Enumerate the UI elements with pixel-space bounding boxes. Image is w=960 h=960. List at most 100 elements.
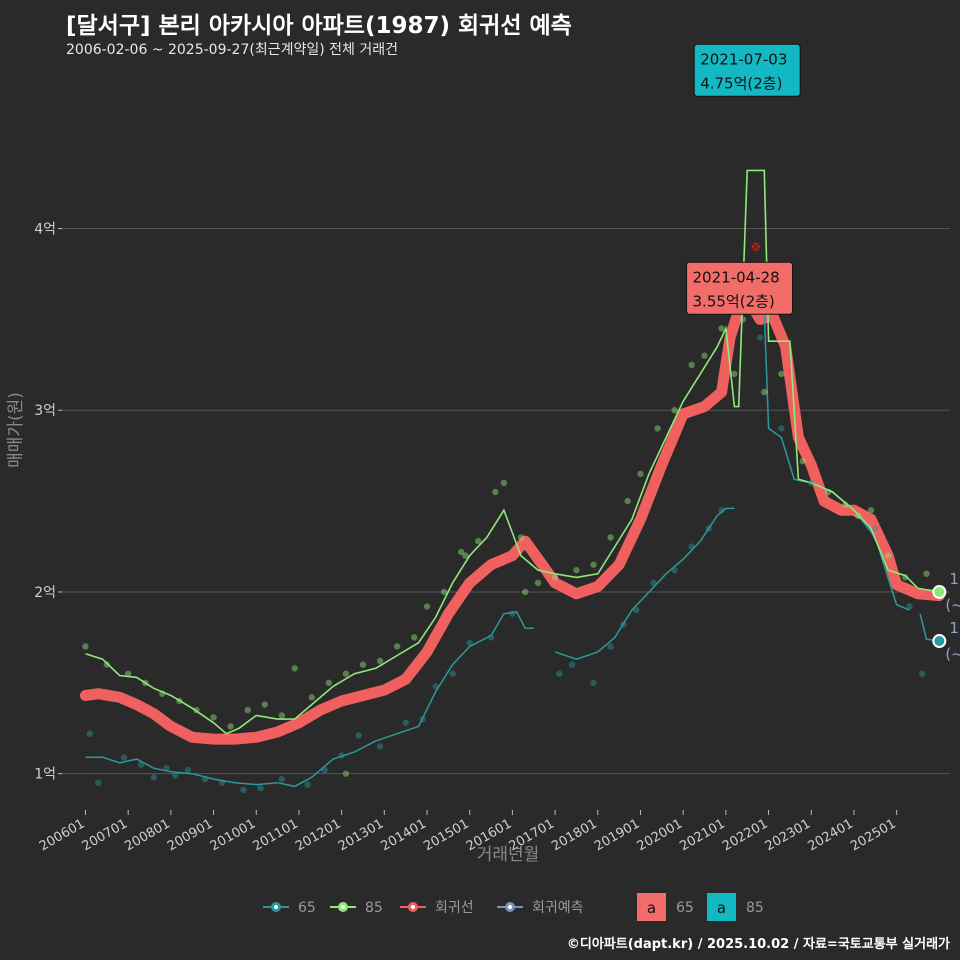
series-line-65 [85,611,534,788]
scatter-point-65 [718,506,725,514]
y-axis-ticks: 1억 2억 3억 4억 [34,222,62,783]
scatter-point-65 [778,425,785,432]
scatter-point-65 [620,621,627,628]
scatter-point-85 [701,352,708,359]
y-tick-label: 4억 [34,222,56,238]
scatter-point-65 [338,752,345,759]
legend-label: 85 [746,900,764,916]
chart-caption: ©디아파트(dapt.kr) / 2025.10.02 / 자료=국토교통부 실… [566,937,950,952]
scatter-point-85 [308,694,315,701]
scatter-point-85 [607,534,614,541]
legend-label: 회귀선 [435,900,474,916]
x-tick-label: 201101 [250,816,300,854]
scatter-point-65 [556,670,563,677]
x-tick-label: 200901 [165,816,215,854]
series-lines [80,169,945,788]
outlier-cross-icon [751,242,761,252]
series-line-65 [747,309,910,611]
scatter-point-65 [449,670,456,677]
y-axis-title: 매매가(원) [6,392,26,468]
scatter-point-65 [402,719,409,726]
x-tick-label: 200601 [37,816,87,854]
price-label-price: 3.55억(2층) [693,292,775,310]
scatter-point-85 [825,488,832,496]
scatter-point-85 [82,643,89,650]
price-label-box [686,261,794,315]
legend-label: 회귀예측 [532,900,584,916]
x-tick-label: 201401 [379,816,429,854]
scatter-point-85 [624,497,631,505]
end-point-marker [932,634,947,649]
x-tick-label: 202301 [763,816,813,854]
scatter-point-85 [342,670,350,677]
scatter-point-85 [522,588,529,596]
scatter-point-85 [867,506,875,514]
scatter-point-65 [184,766,192,774]
x-tick-label: 202401 [805,816,855,854]
scatter-point-85 [342,770,350,777]
scatter-point-85 [462,552,469,559]
x-tick-label: 201001 [208,816,258,854]
end-label-value: 17,300 [949,619,960,637]
scatter-point-65 [355,732,362,739]
legend-label: 65 [676,900,694,916]
scatter-point-85 [799,457,806,465]
scatter-point-85 [124,670,132,677]
scatter-point-65 [304,781,311,788]
scatter-point-65 [240,786,247,794]
scatter-point-85 [671,407,678,414]
scatter-point-85 [731,370,738,378]
scatter-point-85 [103,661,111,668]
end-label-area: (~65㎡) [945,645,960,663]
scatter-point-85 [573,566,580,574]
scatter-point-85 [761,388,768,396]
grid-lines [62,228,950,775]
scatter-point-65 [466,639,473,647]
x-tick-label: 201301 [336,816,386,854]
scatter-point-85 [778,370,785,378]
price-label-date: 2021-04-28 [693,268,780,286]
legend-label: 65 [298,900,316,916]
scatter-point-85 [475,537,482,545]
scatter-points [82,89,930,794]
scatter-point-65 [419,715,426,723]
scatter-point-85 [688,361,695,369]
scatter-point-85 [842,501,849,508]
scatter-point-85 [291,665,298,672]
scatter-point-85 [492,488,499,496]
scatter-point-85 [210,714,217,721]
price-label-box [693,43,801,97]
x-tick-label: 202101 [677,816,727,854]
x-tick-label: 201901 [592,816,642,854]
end-label-value: 19,967 [949,570,960,588]
scatter-point-85 [884,552,892,559]
scatter-point-85 [176,697,183,705]
scatter-point-65 [321,766,328,774]
scatter-point-65 [633,606,640,614]
scatter-point-65 [201,775,209,783]
scatter-point-85 [359,661,367,668]
price-label-date: 2021-07-03 [700,50,787,68]
legend-box-icon [707,893,736,921]
scatter-point-85 [227,723,234,730]
legend-dot-center-icon [274,905,278,909]
scatter-point-65 [872,525,879,532]
x-axis-ticks: 2006012007012008012009012010012011012012… [37,810,899,854]
scatter-point-85 [411,634,418,641]
legend-box-icon [637,893,666,921]
x-tick-label: 202501 [848,816,898,854]
chart-title: [달서구] 본리 아카시아 아파트(1987) 회귀선 예측 [66,13,572,39]
scatter-point-65 [95,779,102,786]
scatter-point-85 [551,574,559,581]
y-tick-label: 3억 [34,403,56,419]
scatter-point-85 [901,574,909,581]
scatter-point-85 [534,579,542,587]
x-axis-title: 거래년월 [477,845,540,865]
scatter-point-85 [393,643,401,650]
price-label-price: 4.75억(2층) [700,74,782,92]
x-tick-label: 201201 [293,816,343,854]
regression-line [80,292,945,745]
scatter-point-85 [142,679,149,687]
scatter-point-65 [218,779,226,786]
